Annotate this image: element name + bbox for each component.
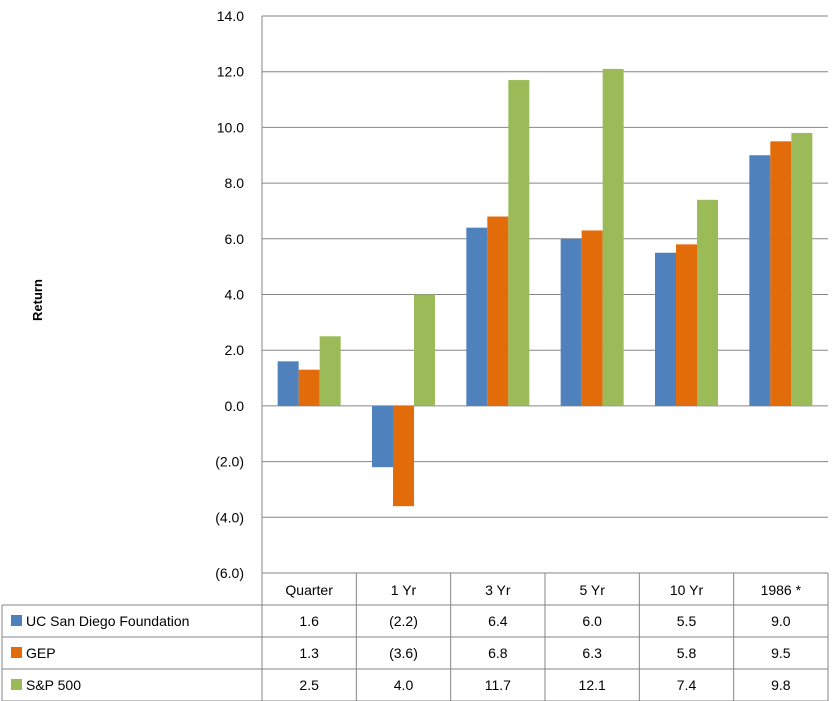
data-table-value: 5.8: [677, 645, 697, 661]
x-category-label: 1 Yr: [391, 582, 417, 598]
y-axis-label: Return: [30, 279, 45, 321]
bar: [676, 244, 697, 406]
data-table-value: 1.6: [299, 613, 319, 629]
x-category-label: 5 Yr: [579, 582, 605, 598]
bar: [319, 336, 341, 406]
bar: [414, 294, 435, 406]
data-table-value: 9.0: [771, 613, 791, 629]
legend-swatch: [11, 679, 22, 690]
bar: [372, 405, 393, 468]
bar: [487, 216, 509, 406]
bar: [298, 369, 320, 406]
data-table-value: 9.5: [771, 645, 791, 661]
data-table-value: 6.0: [582, 613, 602, 629]
y-tick-label: 2.0: [225, 342, 245, 358]
bar: [749, 155, 771, 406]
gridlines: [261, 15, 828, 573]
data-table-value: 12.1: [579, 677, 606, 693]
bar: [770, 141, 792, 406]
data-table-value: (3.6): [389, 645, 418, 661]
x-category-label: 1986 *: [761, 582, 802, 598]
bar: [791, 132, 813, 406]
y-tick-label: 6.0: [225, 231, 245, 247]
bar: [560, 238, 582, 406]
legend-swatch: [11, 647, 22, 658]
y-tick-label: 0.0: [225, 398, 245, 414]
bar: [466, 227, 488, 406]
y-tick-label: (6.0): [215, 565, 244, 581]
legend-series-name: S&P 500: [26, 677, 81, 693]
legend-series-name: GEP: [26, 645, 56, 661]
bar: [393, 405, 414, 507]
y-tick-label: 14.0: [217, 8, 244, 24]
x-category-label: Quarter: [285, 582, 333, 598]
data-table-value: 11.7: [485, 677, 511, 693]
bar: [697, 199, 718, 406]
y-tick-label: 4.0: [225, 287, 245, 303]
data-table: Quarter 1 Yr 3 Yr 5 Yr 10 Yr 1986 * UC San Die…: [1, 572, 829, 701]
bar: [508, 80, 530, 406]
bar: [602, 68, 624, 406]
data-table-value: 6.8: [488, 645, 508, 661]
data-table-value: 6.3: [582, 645, 602, 661]
y-tick-label: (2.0): [215, 454, 244, 470]
data-table-value: 9.8: [771, 677, 791, 693]
bar: [277, 361, 299, 406]
data-table-value: 7.4: [677, 677, 697, 693]
legend-series-name: UC San Diego Foundation: [26, 613, 189, 629]
data-table-value: 5.5: [677, 613, 697, 629]
y-tick-label: (4.0): [215, 509, 244, 525]
y-tick-label: 10.0: [217, 119, 244, 135]
y-tick-label: 12.0: [217, 64, 244, 80]
data-table-value: 2.5: [299, 677, 319, 693]
bar-series: [277, 68, 813, 507]
bar: [655, 252, 676, 406]
data-table-value: 1.3: [299, 645, 319, 661]
bar: [581, 230, 603, 406]
x-category-label: 3 Yr: [485, 582, 511, 598]
legend-swatch: [11, 615, 22, 626]
data-table-value: (2.2): [389, 613, 418, 629]
data-table-value: 6.4: [488, 613, 508, 629]
y-tick-label: 8.0: [225, 175, 245, 191]
x-category-label: 10 Yr: [670, 582, 704, 598]
y-axis-ticks: (6.0) (4.0) (2.0) 0.0 2.0 4.0 6.0 8.0 10.0 12.0 14…: [215, 8, 244, 581]
data-table-value: 4.0: [394, 677, 414, 693]
